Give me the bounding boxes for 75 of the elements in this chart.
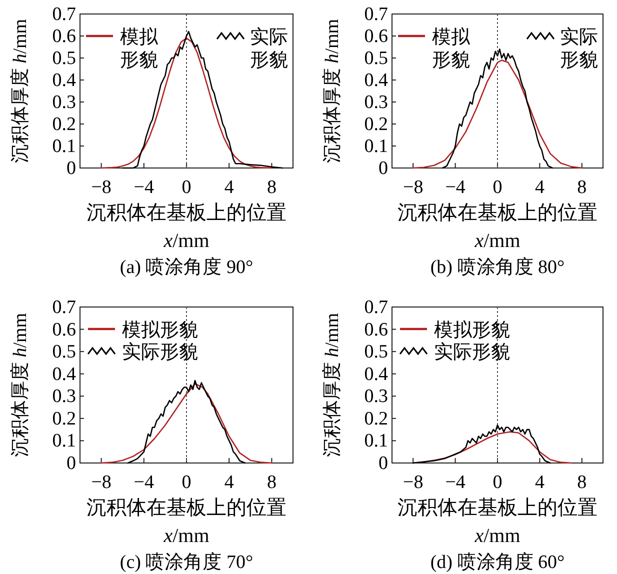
line-series: [100, 383, 272, 464]
x-tick-label: −8: [91, 472, 112, 493]
x-tick-label: −4: [445, 472, 466, 493]
legend-label: 实际形貌: [122, 341, 198, 363]
y-axis-title: 沉积体厚度 h/mm: [321, 18, 343, 164]
y-axis-title: 沉积体厚度 h/mm: [321, 312, 343, 458]
x-tick-label: −4: [134, 472, 155, 493]
y-tick-label: 0.6: [364, 319, 388, 340]
y-tick-label: 0.5: [52, 342, 76, 363]
y-tick-label: 0.4: [364, 70, 388, 91]
text: (a) 喷涂角度 90°: [120, 256, 254, 278]
x-tick-label: −8: [91, 177, 112, 198]
y-tick-label: 0.2: [364, 408, 388, 430]
y-axis-title: 沉积体厚度 h/mm: [9, 312, 31, 458]
y-tick-label: 0.2: [52, 408, 76, 430]
y-tick-label: 0: [66, 158, 76, 179]
y-tick-label: 0.6: [52, 319, 76, 340]
y-tick-label: 0.6: [52, 26, 76, 47]
x-tick-label: 8: [577, 177, 587, 198]
y-tick-label: 0.3: [364, 92, 388, 113]
y-tick-label: 0.3: [52, 92, 76, 113]
legend-label: 实际形貌: [560, 26, 598, 71]
x-tick-label: 8: [266, 472, 276, 493]
line-series: [127, 380, 246, 464]
y-tick-label: 0.7: [364, 297, 388, 318]
y-tick-label: 0.6: [364, 26, 388, 47]
text: (b) 喷涂角度 80°: [430, 256, 565, 278]
x-tick-label: 8: [577, 472, 587, 493]
y-tick-label: 0.2: [52, 114, 76, 135]
x-tick-label: 4: [224, 472, 234, 493]
x-axis-title: 沉积体在基板上的位置 x/mm: [86, 202, 286, 252]
legend-label: 模拟形貌: [120, 27, 159, 71]
y-tick-label: 0.4: [52, 364, 76, 385]
legend-label: 模拟形貌: [434, 320, 510, 341]
x-tick-label: −4: [445, 177, 466, 198]
y-tick-label: 0.3: [52, 386, 76, 408]
y-tick-label: 0.4: [364, 364, 388, 385]
x-axis-title: 沉积体在基板上的位置 x/mm: [398, 202, 598, 252]
legend-label: 模拟形貌: [432, 27, 471, 71]
x-tick-label: 4: [224, 177, 234, 198]
y-tick-label: 0.5: [364, 342, 388, 363]
x-tick-label: −4: [134, 177, 155, 198]
x-tick-label: 0: [182, 177, 192, 198]
y-tick-label: 0: [66, 453, 76, 474]
y-tick-label: 0.7: [52, 4, 76, 25]
y-tick-label: 0: [378, 158, 388, 179]
y-tick-label: 0.5: [52, 48, 76, 69]
x-axis-title: 沉积体在基板上的位置 x/mm: [398, 497, 598, 547]
x-tick-label: −8: [402, 177, 424, 198]
y-tick-label: 0: [378, 453, 388, 474]
x-axis-title: 沉积体在基板上的位置 x/mm: [86, 497, 286, 547]
x-tick-label: 4: [534, 472, 545, 493]
text: (c) 喷涂角度 70°: [120, 551, 254, 573]
y-tick-label: 0.7: [364, 4, 388, 25]
text: (d) 喷涂角度 60°: [430, 551, 565, 573]
x-tick-label: 0: [492, 177, 502, 198]
y-tick-label: 0.1: [364, 136, 388, 157]
x-tick-label: 4: [534, 177, 545, 198]
y-tick-label: 0.1: [52, 430, 76, 452]
legend-label: 实际形貌: [434, 341, 510, 363]
y-tick-label: 0.7: [52, 297, 76, 318]
y-tick-label: 0.4: [52, 70, 76, 91]
y-axis-title: 沉积体厚度 h/mm: [9, 18, 31, 164]
x-tick-label: −8: [402, 472, 424, 493]
x-tick-label: 8: [266, 177, 276, 198]
line-series: [412, 424, 551, 464]
legend-label: 实际形貌: [250, 26, 288, 71]
x-tick-label: 0: [182, 472, 192, 493]
legend-label: 模拟形貌: [122, 320, 198, 341]
y-tick-label: 0.3: [364, 386, 388, 408]
x-tick-label: 0: [492, 472, 502, 493]
y-tick-label: 0.1: [364, 430, 388, 452]
y-tick-label: 0.2: [364, 114, 388, 135]
y-tick-label: 0.1: [52, 136, 76, 157]
y-tick-label: 0.5: [364, 48, 388, 69]
